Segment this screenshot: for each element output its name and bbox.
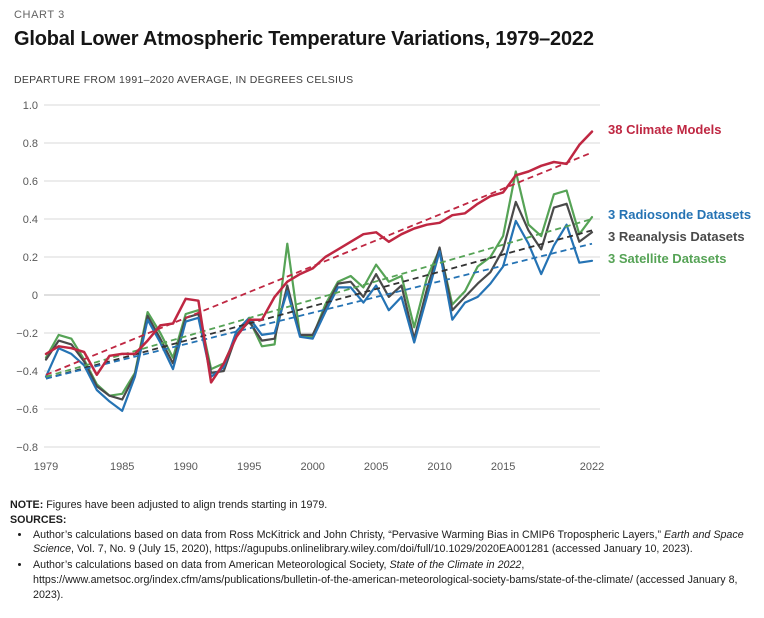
svg-text:0.2: 0.2 (23, 252, 38, 264)
svg-text:2022: 2022 (580, 461, 604, 473)
source-item: Author’s calculations based on data from… (31, 528, 756, 558)
note-text: Figures have been adjusted to align tren… (46, 499, 328, 511)
svg-text:1995: 1995 (237, 461, 261, 473)
svg-text:−0.8: −0.8 (16, 442, 38, 454)
svg-text:1985: 1985 (110, 461, 134, 473)
svg-text:1979: 1979 (34, 461, 58, 473)
legend-climate-models: 38 Climate Models (608, 122, 722, 137)
footnotes: NOTE: Figures have been adjusted to alig… (10, 498, 756, 604)
note-label: NOTE: (10, 499, 44, 511)
chart-area: 1.0 0.8 0.6 0.4 0.2 0 −0.2 −0.4 −0.6 −0.8 1979 1985… (0, 95, 764, 480)
sources-label: SOURCES: (10, 513, 67, 526)
chart-number: CHART 3 (14, 9, 65, 21)
svg-text:0.8: 0.8 (23, 138, 38, 150)
svg-text:2010: 2010 (427, 461, 451, 473)
sources-list: Author’s calculations based on data from… (10, 528, 756, 603)
source-item: Author’s calculations based on data from… (31, 558, 756, 602)
legend-satellite-datasets: 3 Satellite Datasets (608, 251, 727, 266)
svg-text:−0.2: −0.2 (16, 328, 38, 340)
svg-text:0: 0 (32, 290, 38, 302)
svg-text:0.4: 0.4 (23, 214, 38, 226)
svg-text:2015: 2015 (491, 461, 515, 473)
svg-text:0.6: 0.6 (23, 176, 38, 188)
svg-text:2005: 2005 (364, 461, 388, 473)
page-title: Global Lower Atmospheric Temperature Var… (14, 28, 594, 50)
legend-radiosonde-datasets: 3 Radiosonde Datasets (608, 207, 752, 222)
svg-text:2000: 2000 (300, 461, 324, 473)
svg-text:1990: 1990 (173, 461, 197, 473)
legend-reanalysis-datasets: 3 Reanalysis Datasets (608, 229, 745, 244)
svg-text:−0.4: −0.4 (16, 366, 38, 378)
note-line: NOTE: Figures have been adjusted to alig… (10, 498, 756, 513)
svg-text:1.0: 1.0 (23, 100, 38, 112)
chart-subtitle: DEPARTURE FROM 1991–2020 AVERAGE, IN DEG… (14, 74, 354, 86)
svg-text:−0.6: −0.6 (16, 404, 38, 416)
line-chart: 1.0 0.8 0.6 0.4 0.2 0 −0.2 −0.4 −0.6 −0.8 1979 1985… (16, 100, 604, 473)
